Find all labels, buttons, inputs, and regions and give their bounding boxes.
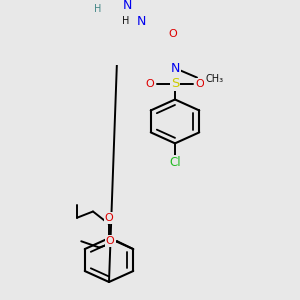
Text: N: N (170, 62, 180, 75)
Text: S: S (171, 77, 179, 90)
Text: H: H (122, 16, 130, 26)
Text: O: O (146, 79, 154, 89)
Text: O: O (169, 29, 177, 39)
Text: O: O (105, 213, 113, 223)
Text: O: O (196, 79, 204, 89)
Text: N: N (137, 15, 146, 28)
Text: CH₃: CH₃ (205, 74, 223, 84)
Text: N: N (123, 0, 132, 12)
Text: H: H (94, 4, 101, 14)
Text: O: O (106, 236, 115, 246)
Text: Cl: Cl (169, 156, 181, 170)
